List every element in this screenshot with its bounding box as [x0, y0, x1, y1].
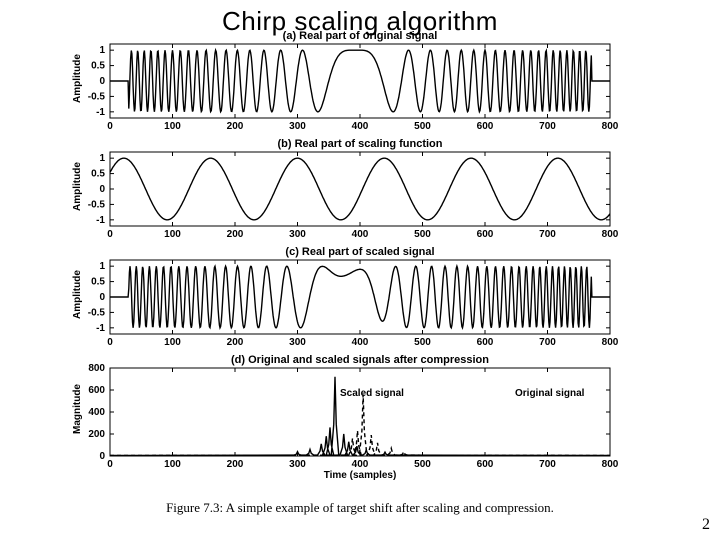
svg-text:200: 200: [227, 459, 244, 470]
svg-text:100: 100: [164, 229, 181, 240]
svg-text:800: 800: [602, 121, 619, 132]
panel-b: (b) Real part of scaling functionAmplitu…: [110, 152, 610, 226]
svg-text:500: 500: [414, 121, 431, 132]
svg-text:100: 100: [164, 459, 181, 470]
svg-text:-1: -1: [96, 215, 105, 226]
panel-c: (c) Real part of scaled signalAmplitude0…: [110, 260, 610, 334]
svg-text:0.5: 0.5: [91, 277, 105, 288]
svg-text:600: 600: [477, 229, 494, 240]
svg-text:700: 700: [539, 121, 556, 132]
svg-text:500: 500: [414, 229, 431, 240]
panel-a: (a) Real part of original signalAmplitud…: [110, 44, 610, 118]
svg-text:700: 700: [539, 459, 556, 470]
chart-stack: (a) Real part of original signalAmplitud…: [110, 44, 610, 504]
svg-text:100: 100: [164, 121, 181, 132]
svg-text:200: 200: [227, 337, 244, 348]
annotation-original: Original signal: [515, 388, 584, 399]
y-axis-label: Amplitude: [72, 162, 83, 211]
svg-text:800: 800: [88, 363, 105, 374]
svg-text:-0.5: -0.5: [88, 91, 106, 102]
svg-text:700: 700: [539, 229, 556, 240]
svg-text:0: 0: [99, 184, 105, 195]
svg-text:400: 400: [352, 459, 369, 470]
svg-text:0.5: 0.5: [91, 169, 105, 180]
figure-caption: Figure 7.3: A simple example of target s…: [0, 500, 720, 516]
svg-text:0: 0: [107, 459, 113, 470]
svg-text:0: 0: [107, 337, 113, 348]
svg-text:-1: -1: [96, 323, 105, 334]
panel-title: (b) Real part of scaling function: [110, 138, 610, 150]
svg-text:800: 800: [602, 459, 619, 470]
panel-title: (d) Original and scaled signals after co…: [110, 354, 610, 366]
svg-text:0: 0: [107, 121, 113, 132]
panel-d: (d) Original and scaled signals after co…: [110, 368, 610, 456]
svg-text:600: 600: [477, 459, 494, 470]
svg-text:0: 0: [99, 76, 105, 87]
svg-text:600: 600: [88, 385, 105, 396]
page-number: 2: [702, 516, 710, 534]
svg-text:300: 300: [289, 229, 306, 240]
panel-title: (a) Real part of original signal: [110, 30, 610, 42]
svg-text:200: 200: [227, 229, 244, 240]
svg-text:-0.5: -0.5: [88, 199, 106, 210]
svg-text:600: 600: [477, 121, 494, 132]
svg-text:400: 400: [352, 229, 369, 240]
svg-text:800: 800: [602, 229, 619, 240]
svg-text:0: 0: [107, 229, 113, 240]
svg-text:1: 1: [99, 45, 105, 56]
svg-text:800: 800: [602, 337, 619, 348]
svg-text:1: 1: [99, 153, 105, 164]
svg-text:100: 100: [164, 337, 181, 348]
svg-text:0: 0: [99, 451, 105, 462]
svg-text:400: 400: [352, 337, 369, 348]
svg-text:-1: -1: [96, 107, 105, 118]
svg-text:600: 600: [477, 337, 494, 348]
y-axis-label: Amplitude: [72, 270, 83, 319]
svg-text:200: 200: [88, 429, 105, 440]
svg-text:300: 300: [289, 121, 306, 132]
svg-text:500: 500: [414, 337, 431, 348]
svg-text:0.5: 0.5: [91, 61, 105, 72]
svg-text:300: 300: [289, 337, 306, 348]
annotation-scaled: Scaled signal: [340, 388, 404, 399]
svg-text:-0.5: -0.5: [88, 307, 106, 318]
svg-text:300: 300: [289, 459, 306, 470]
y-axis-label: Amplitude: [72, 54, 83, 103]
svg-text:400: 400: [88, 407, 105, 418]
panel-title: (c) Real part of scaled signal: [110, 246, 610, 258]
svg-text:400: 400: [352, 121, 369, 132]
svg-text:700: 700: [539, 337, 556, 348]
svg-text:500: 500: [414, 459, 431, 470]
svg-text:200: 200: [227, 121, 244, 132]
x-axis-label: Time (samples): [110, 470, 610, 481]
svg-text:1: 1: [99, 261, 105, 272]
y-axis-label: Magnitude: [72, 384, 83, 434]
svg-text:0: 0: [99, 292, 105, 303]
